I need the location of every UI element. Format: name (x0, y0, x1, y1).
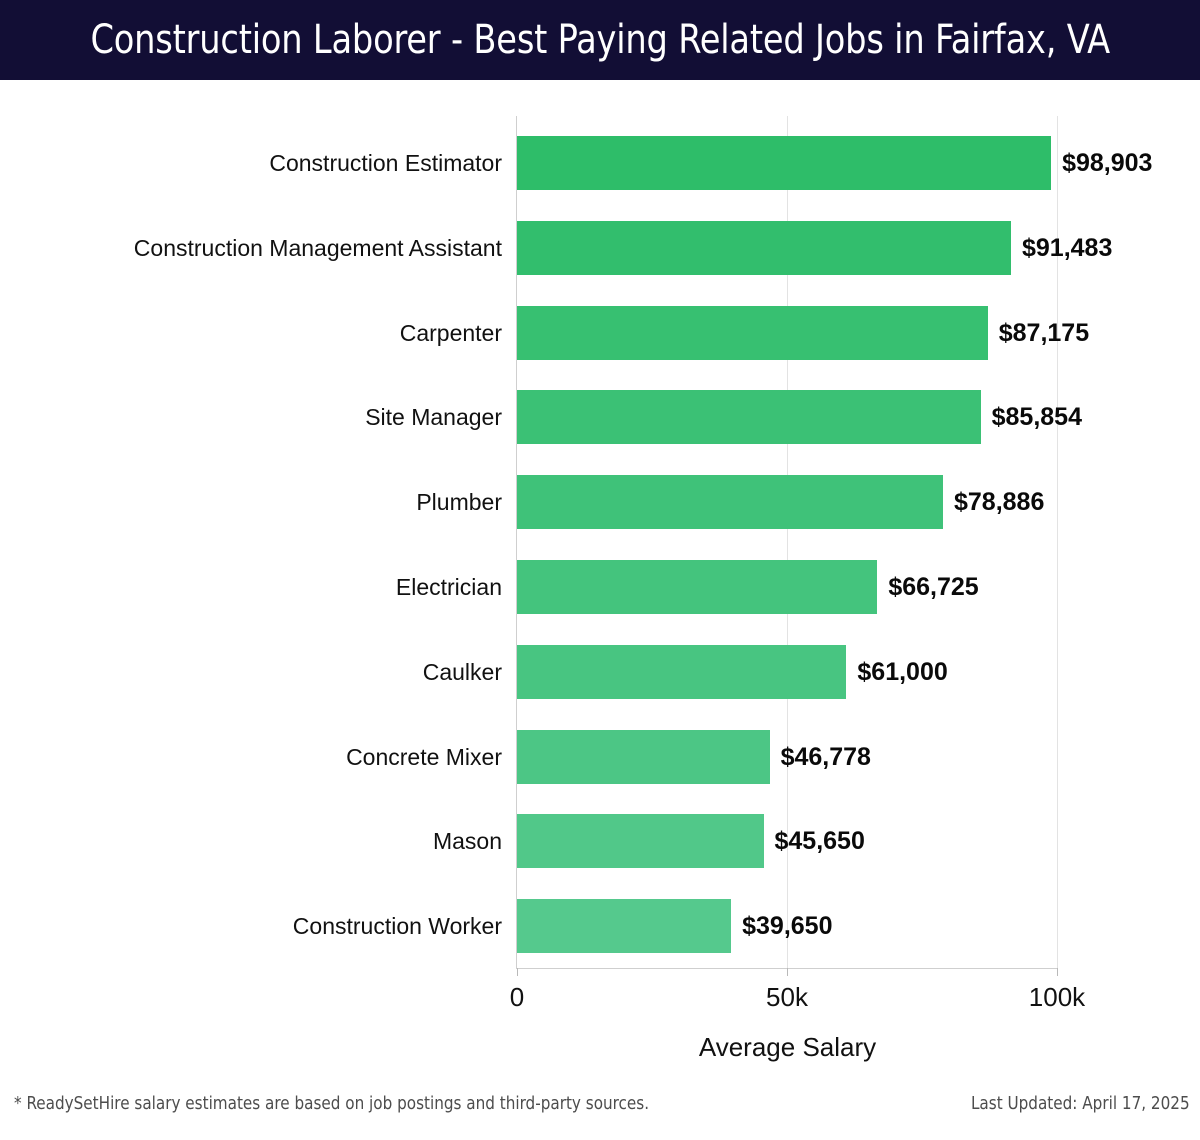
y-axis-line (516, 116, 517, 968)
x-axis-tick (517, 968, 518, 976)
bar (517, 475, 943, 530)
x-axis-tick-label: 0 (509, 982, 525, 1012)
bar-value-label: $98,903 (1062, 149, 1153, 177)
x-axis-tick (787, 968, 788, 976)
bar-value-label: $61,000 (857, 657, 948, 686)
category-label: Construction Management Assistant (133, 234, 502, 261)
x-axis-tick-label: 100k (1028, 982, 1086, 1012)
bar-row: Caulker $61,000 (0, 644, 1200, 699)
category-label: Electrician (395, 574, 502, 600)
bar-value-label: $85,854 (991, 403, 1082, 432)
bar-row: Plumber $78,886 (0, 475, 1200, 530)
chart-footer: * ReadySetHire salary estimates are base… (0, 1085, 1200, 1140)
category-label: Mason (432, 828, 502, 855)
bar-value-label: $45,650 (774, 827, 865, 856)
bar (517, 644, 847, 699)
bar (517, 220, 1011, 275)
bar (517, 899, 732, 954)
category-label: Construction Estimator (269, 150, 502, 176)
category-label: Construction Worker (292, 913, 502, 940)
bar-row: Site Manager $85,854 (0, 390, 1200, 445)
category-label: Caulker (422, 658, 502, 685)
bar-row: Construction Estimator $98,903 (0, 136, 1200, 190)
category-label: Site Manager (365, 404, 502, 431)
bar-value-label: $87,175 (998, 318, 1090, 347)
bar-row: Construction Management Assistant $91,483 (0, 220, 1200, 275)
footer-last-updated: Last Updated: April 17, 2025 (971, 1093, 1190, 1114)
category-label: Plumber (416, 489, 502, 516)
bar-row: Mason $45,650 (0, 814, 1200, 869)
gridline (1057, 116, 1058, 968)
bar-row: Concrete Mixer $46,778 (0, 729, 1200, 784)
x-axis-tick-label: 50k (766, 982, 808, 1012)
bar-value-label: $46,778 (780, 742, 871, 771)
bars-layer: Construction Estimator $98,903 Constructio… (0, 80, 1200, 1060)
bar (517, 136, 1052, 190)
bar (517, 729, 770, 784)
bar-value-label: $39,650 (742, 912, 833, 941)
bar (517, 814, 764, 869)
bar (517, 390, 981, 445)
bar-row: Construction Worker $39,650 (0, 899, 1200, 954)
footer-disclaimer: * ReadySetHire salary estimates are base… (14, 1093, 650, 1114)
bar-value-label: $78,886 (953, 488, 1045, 517)
bar-value-label: $91,483 (1022, 233, 1113, 262)
chart-plot-area: 0 50k 100k Construction Estimator $98,903 Co… (0, 80, 1200, 1062)
category-label: Carpenter (399, 319, 502, 346)
bar (517, 305, 988, 360)
page-title: Construction Laborer - Best Paying Relat… (90, 17, 1110, 63)
bar (517, 560, 878, 614)
x-axis-line (516, 968, 1057, 969)
x-axis-title: Average Salary (698, 1032, 877, 1062)
bar-value-label: $66,725 (888, 573, 979, 601)
gridline (787, 116, 788, 968)
bar-row: Carpenter $87,175 (0, 305, 1200, 360)
grid-layer: 0 50k 100k (0, 80, 1200, 1060)
x-axis-tick (1057, 968, 1058, 976)
category-label: Concrete Mixer (346, 743, 502, 770)
chart-header: Construction Laborer - Best Paying Relat… (0, 0, 1200, 80)
bar-row: Electrician $66,725 (0, 560, 1200, 614)
